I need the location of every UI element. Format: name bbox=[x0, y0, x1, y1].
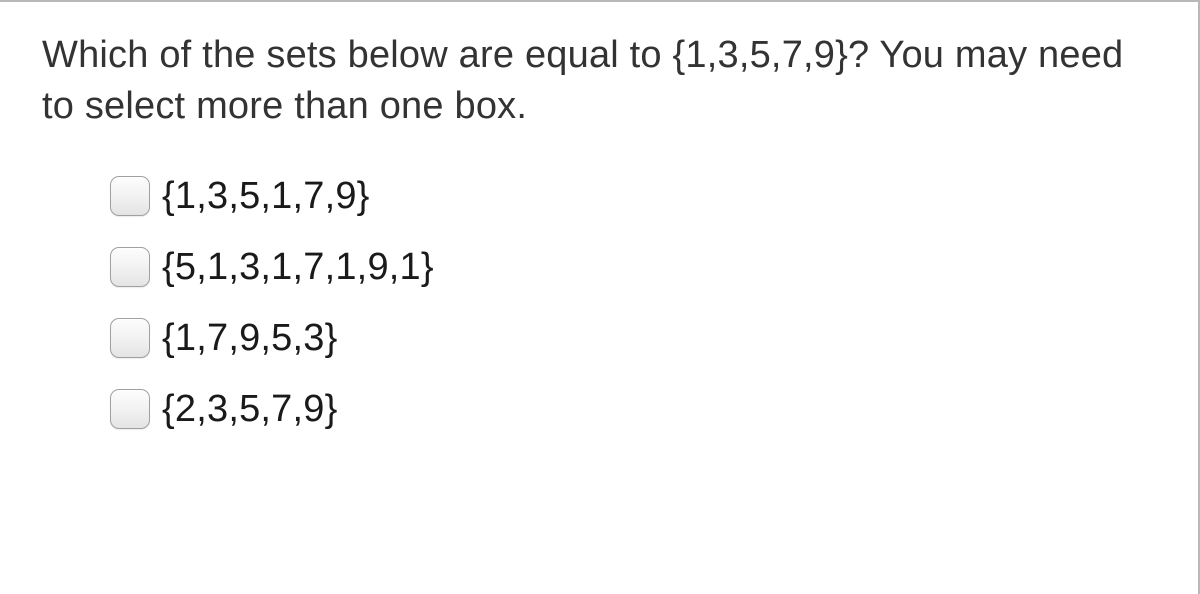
option-label: {1,3,5,1,7,9} bbox=[162, 175, 370, 218]
checkbox-option-1[interactable] bbox=[110, 176, 150, 216]
option-label: {5,1,3,1,7,1,9,1} bbox=[162, 246, 434, 289]
checkbox-option-3[interactable] bbox=[110, 318, 150, 358]
option-label: {1,7,9,5,3} bbox=[162, 317, 337, 360]
option-row: {1,7,9,5,3} bbox=[110, 317, 1162, 360]
options-list: {1,3,5,1,7,9} {5,1,3,1,7,1,9,1} {1,7,9,5… bbox=[110, 175, 1162, 431]
checkbox-option-2[interactable] bbox=[110, 247, 150, 287]
option-row: {1,3,5,1,7,9} bbox=[110, 175, 1162, 218]
option-row: {5,1,3,1,7,1,9,1} bbox=[110, 246, 1162, 289]
question-text: Which of the sets below are equal to {1,… bbox=[42, 30, 1162, 133]
checkbox-option-4[interactable] bbox=[110, 389, 150, 429]
option-row: {2,3,5,7,9} bbox=[110, 388, 1162, 431]
option-label: {2,3,5,7,9} bbox=[162, 388, 337, 431]
question-container: Which of the sets below are equal to {1,… bbox=[0, 0, 1200, 594]
